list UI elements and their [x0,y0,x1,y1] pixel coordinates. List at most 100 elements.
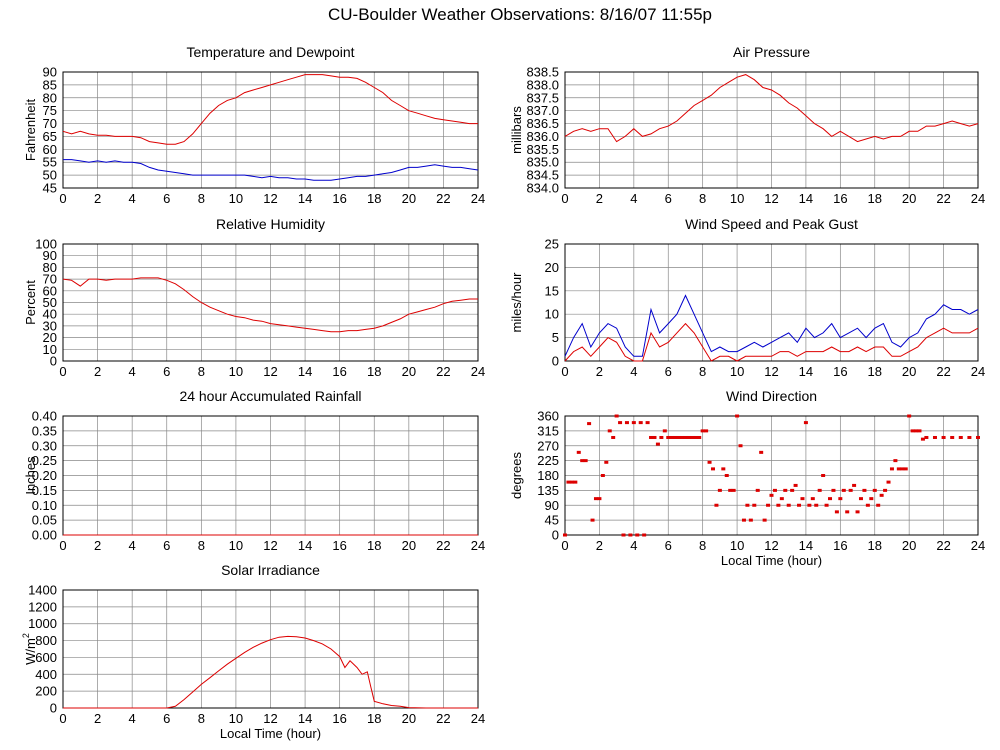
solar-ytick-label: 1000 [28,616,57,631]
direction-point [950,435,955,439]
pressure-xtick-label: 2 [596,191,603,206]
wind-ytick-label: 15 [545,283,559,298]
temp-xtick-label: 14 [298,191,312,206]
pressure-xtick-label: 18 [868,191,882,206]
direction-point [852,483,857,487]
humidity-ytick-label: 90 [43,248,57,263]
solar-xtick-label: 22 [436,711,450,726]
pressure-ytick-label: 835.0 [526,155,559,170]
solar-ylabel-superscript: 2 [21,633,31,638]
humidity-xtick-label: 12 [263,364,277,379]
wind-xtick-label: 16 [833,364,847,379]
direction-point [879,493,884,497]
direction-xtick-label: 8 [699,538,706,553]
direction-point [967,435,972,439]
solar-xtick-label: 8 [198,711,205,726]
direction-point [779,497,784,501]
direction-point [941,435,946,439]
direction-xtick-label: 12 [764,538,778,553]
temp-xtick-label: 22 [436,191,450,206]
pressure-xtick-label: 20 [902,191,916,206]
solar-ytick-label: 1200 [28,599,57,614]
wind-xtick-label: 2 [596,364,603,379]
direction-point [838,497,843,501]
direction-point [803,421,808,425]
direction-point [814,503,819,507]
solar-xtick-label: 16 [332,711,346,726]
pressure-xtick-label: 12 [764,191,778,206]
pressure-ytick-label: 835.5 [526,142,559,157]
rain-ytick-label: 0.35 [32,423,57,438]
wind-ytick-label: 20 [545,260,559,275]
temp-xtick-label: 16 [332,191,346,206]
direction-xlabel: Local Time (hour) [721,553,822,568]
rain-ytick-label: 0.00 [32,528,57,543]
wind-xtick-label: 8 [699,364,706,379]
wind-xtick-label: 24 [971,364,985,379]
direction-point [704,429,709,433]
direction-point [614,414,619,418]
pressure-series-line-1 [564,74,979,143]
direction-point [721,467,726,471]
direction-ytick-label: 90 [545,498,559,513]
direction-point [766,503,771,507]
direction-point [621,533,626,537]
direction-point [831,488,836,492]
humidity-xtick-label: 10 [229,364,243,379]
direction-point [748,518,753,522]
solar-xtick-label: 18 [367,711,381,726]
wind-title: Wind Speed and Peak Gust [685,216,858,232]
direction-point [769,493,774,497]
temp-ytick-label: 90 [43,65,57,80]
wind-series-line-1 [564,294,979,357]
humidity-xtick-label: 4 [129,364,136,379]
direction-point [772,488,777,492]
direction-point [910,429,915,433]
direction-point [669,435,674,439]
humidity-ytick-label: 10 [43,342,57,357]
solar-ytick-label: 600 [35,650,57,665]
wind-xtick-label: 20 [902,364,916,379]
direction-point [790,488,795,492]
wind-ytick-label: 0 [552,354,559,369]
pressure-xtick-label: 24 [971,191,985,206]
direction-title: Wind Direction [726,388,817,404]
direction-point [932,435,937,439]
direction-point [566,480,571,484]
humidity-title: Relative Humidity [216,216,325,232]
direction-point [889,467,894,471]
rain-ylabel: Inches [23,456,38,495]
direction-point [841,488,846,492]
direction-point [662,429,667,433]
temp-title: Temperature and Dewpoint [186,44,354,60]
direction-point [886,480,891,484]
direction-point [883,488,888,492]
direction-point [786,503,791,507]
humidity-xtick-label: 14 [298,364,312,379]
pressure-ytick-label: 837.0 [526,103,559,118]
direction-ytick-label: 270 [537,438,559,453]
direction-point [817,488,822,492]
wind-xtick-label: 4 [630,364,637,379]
direction-point [569,480,574,484]
solar-xlabel: Local Time (hour) [220,726,321,741]
rain-xtick-label: 0 [59,538,66,553]
direction-xtick-label: 22 [936,538,950,553]
wind-xtick-label: 10 [730,364,744,379]
direction-point [914,429,919,433]
direction-point [741,518,746,522]
rain-xtick-label: 22 [436,538,450,553]
solar-title: Solar Irradiance [221,562,320,578]
direction-ytick-label: 0 [552,528,559,543]
wind-xtick-label: 6 [665,364,672,379]
humidity-plot-frame [62,243,479,362]
direction-point [583,459,588,463]
temp-series-line-1 [62,74,478,145]
direction-xtick-label: 4 [630,538,637,553]
temp-ytick-label: 80 [43,90,57,105]
solar-ytick-label: 0 [50,701,57,716]
pressure-ytick-label: 834.0 [526,181,559,196]
pressure-ytick-label: 838.0 [526,77,559,92]
direction-point [848,488,853,492]
